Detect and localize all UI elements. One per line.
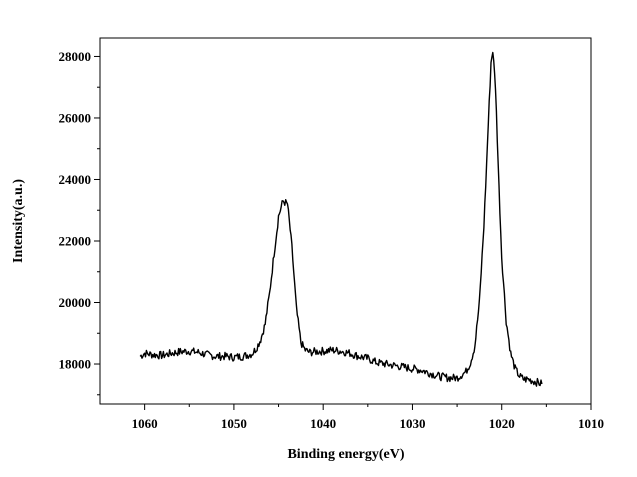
- x-axis-title: Binding energy(eV): [287, 447, 404, 462]
- x-axis-ticks: 1060 1050 1040 1030 1020 1010: [132, 404, 604, 431]
- y-axis-ticks: 18000 20000 22000 24000 26000 28000: [59, 49, 100, 396]
- y-tick-label: 26000: [59, 110, 92, 125]
- y-axis-title: Intensity(a.u.): [11, 179, 26, 263]
- y-tick-label: 24000: [59, 172, 92, 187]
- x-tick-label: 1010: [578, 416, 604, 431]
- x-tick-label: 1060: [132, 416, 158, 431]
- x-tick-label: 1050: [221, 416, 247, 431]
- x-tick-label: 1030: [399, 416, 425, 431]
- y-tick-label: 28000: [59, 49, 92, 64]
- y-tick-label: 18000: [59, 357, 92, 372]
- spectrum-series-line: [139, 51, 543, 387]
- plot-frame: [99, 37, 592, 405]
- x-tick-label: 1040: [310, 416, 336, 431]
- x-tick-label: 1020: [489, 416, 515, 431]
- y-tick-label: 22000: [59, 233, 92, 248]
- y-tick-label: 20000: [59, 295, 92, 310]
